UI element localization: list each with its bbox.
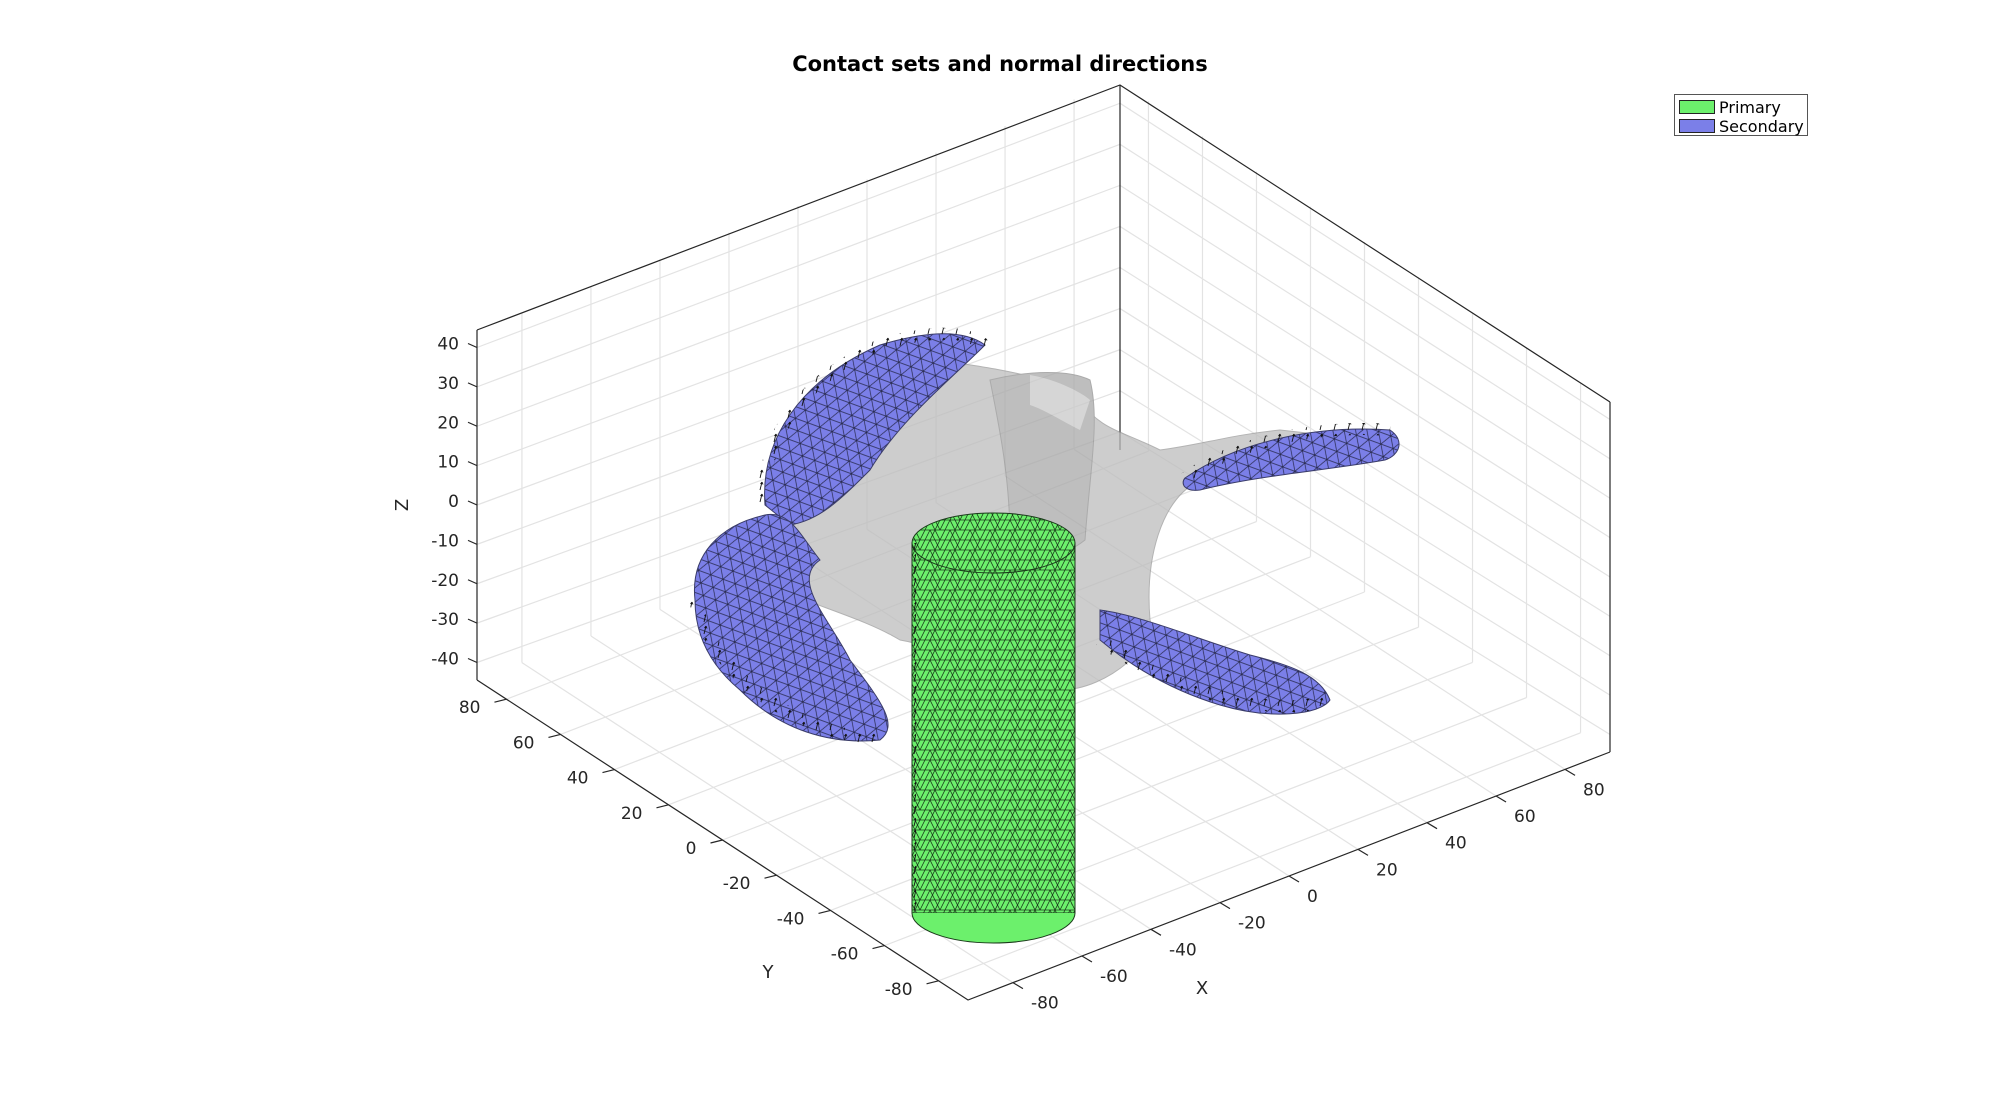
y-tick-label: 60 [513, 733, 535, 753]
y-tick-label: -40 [777, 909, 805, 929]
chart-title: Contact sets and normal directions [792, 52, 1208, 76]
y-tick-label: -80 [885, 980, 913, 1000]
y-axis-label: Y [762, 962, 775, 983]
y-tick-label: -20 [723, 874, 751, 894]
x-axis-label: X [1196, 978, 1208, 999]
x-tick-label: 20 [1376, 860, 1398, 880]
legend[interactable]: Primary Secondary [1674, 94, 1808, 136]
x-tick-label: 0 [1307, 887, 1318, 907]
z-axis-label: Z [392, 499, 413, 511]
x-tick-label: -80 [1031, 994, 1059, 1014]
legend-swatch-secondary [1679, 119, 1715, 133]
x-tick-label: 80 [1583, 780, 1605, 800]
y-axis-ticks: 80 60 40 20 0 -20 -40 -60 -80 [459, 698, 939, 1000]
z-tick-label: 20 [437, 413, 459, 433]
z-tick-label: -30 [431, 610, 459, 630]
z-tick-label: -10 [431, 531, 459, 551]
z-tick-label: -40 [431, 650, 459, 670]
y-tick-label: 20 [621, 804, 643, 824]
x-tick-label: -40 [1169, 940, 1197, 960]
z-tick-label: 10 [437, 453, 459, 473]
z-tick-label: -20 [431, 571, 459, 591]
x-tick-label: -20 [1238, 914, 1266, 934]
x-tick-label: -60 [1100, 967, 1128, 987]
y-tick-label: -60 [831, 945, 859, 965]
secondary-blades [689, 327, 1400, 746]
z-tick-label: 40 [437, 335, 459, 355]
z-tick-label: 30 [437, 374, 459, 394]
y-tick-label: 0 [686, 839, 697, 859]
legend-item-secondary[interactable]: Secondary [1679, 116, 1804, 136]
y-tick-label: 80 [459, 698, 481, 718]
x-axis-ticks: -80 -60 -40 -20 0 20 40 60 80 [1012, 768, 1605, 1014]
y-tick-label: 40 [567, 769, 589, 789]
primary-cylinder [908, 512, 1079, 944]
legend-label-secondary: Secondary [1719, 116, 1804, 136]
z-axis-ticks: 40 30 20 10 0 -10 -20 -30 -40 [431, 335, 478, 670]
legend-label-primary: Primary [1719, 97, 1781, 117]
x-tick-label: 60 [1514, 807, 1536, 827]
x-tick-label: 40 [1445, 834, 1467, 854]
legend-swatch-primary [1679, 100, 1715, 114]
z-tick-label: 0 [448, 492, 459, 512]
legend-item-primary[interactable]: Primary [1679, 97, 1781, 117]
